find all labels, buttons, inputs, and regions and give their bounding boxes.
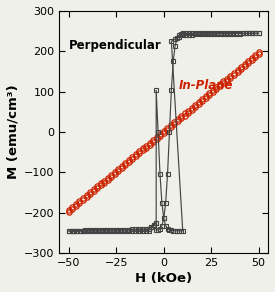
- Y-axis label: M (emu/cm³): M (emu/cm³): [7, 85, 20, 179]
- Text: Perpendicular: Perpendicular: [69, 39, 162, 52]
- Text: In-Plane: In-Plane: [179, 79, 233, 92]
- X-axis label: H (kOe): H (kOe): [135, 272, 192, 285]
